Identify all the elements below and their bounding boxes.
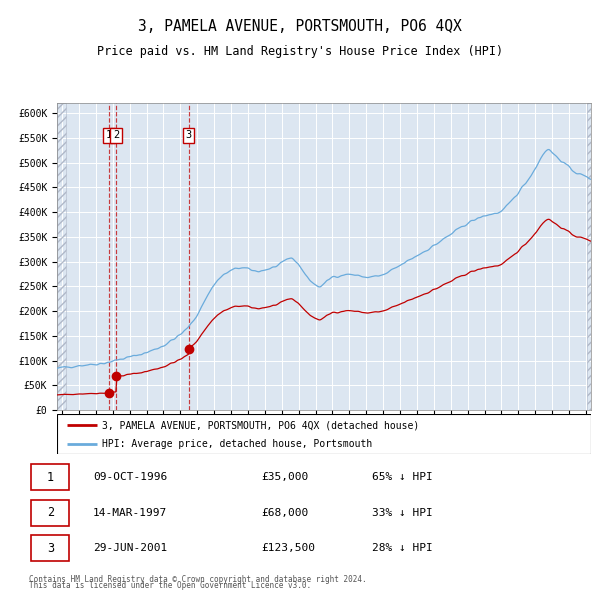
FancyBboxPatch shape (31, 500, 69, 526)
Text: 65% ↓ HPI: 65% ↓ HPI (372, 473, 433, 482)
Text: 09-OCT-1996: 09-OCT-1996 (93, 473, 167, 482)
FancyBboxPatch shape (57, 414, 591, 454)
Text: HPI: Average price, detached house, Portsmouth: HPI: Average price, detached house, Port… (103, 439, 373, 449)
Text: 3, PAMELA AVENUE, PORTSMOUTH, PO6 4QX (detached house): 3, PAMELA AVENUE, PORTSMOUTH, PO6 4QX (d… (103, 421, 419, 431)
Text: Contains HM Land Registry data © Crown copyright and database right 2024.: Contains HM Land Registry data © Crown c… (29, 575, 367, 584)
Text: 29-JUN-2001: 29-JUN-2001 (93, 543, 167, 553)
Text: £123,500: £123,500 (261, 543, 315, 553)
Text: 28% ↓ HPI: 28% ↓ HPI (372, 543, 433, 553)
Bar (587, 103, 591, 410)
FancyBboxPatch shape (31, 535, 69, 561)
Text: £68,000: £68,000 (261, 508, 308, 517)
Text: 14-MAR-1997: 14-MAR-1997 (93, 508, 167, 517)
Text: 2: 2 (113, 130, 119, 140)
Text: 3: 3 (47, 542, 54, 555)
Text: 1: 1 (47, 471, 54, 484)
Text: 3: 3 (185, 130, 192, 140)
Text: 2: 2 (47, 506, 54, 519)
Text: Price paid vs. HM Land Registry's House Price Index (HPI): Price paid vs. HM Land Registry's House … (97, 45, 503, 58)
Text: 33% ↓ HPI: 33% ↓ HPI (372, 508, 433, 517)
FancyBboxPatch shape (31, 464, 69, 490)
Text: This data is licensed under the Open Government Licence v3.0.: This data is licensed under the Open Gov… (29, 581, 311, 590)
Bar (57, 103, 66, 410)
Text: £35,000: £35,000 (261, 473, 308, 482)
Text: 1: 1 (106, 130, 112, 140)
Text: 3, PAMELA AVENUE, PORTSMOUTH, PO6 4QX: 3, PAMELA AVENUE, PORTSMOUTH, PO6 4QX (138, 19, 462, 34)
